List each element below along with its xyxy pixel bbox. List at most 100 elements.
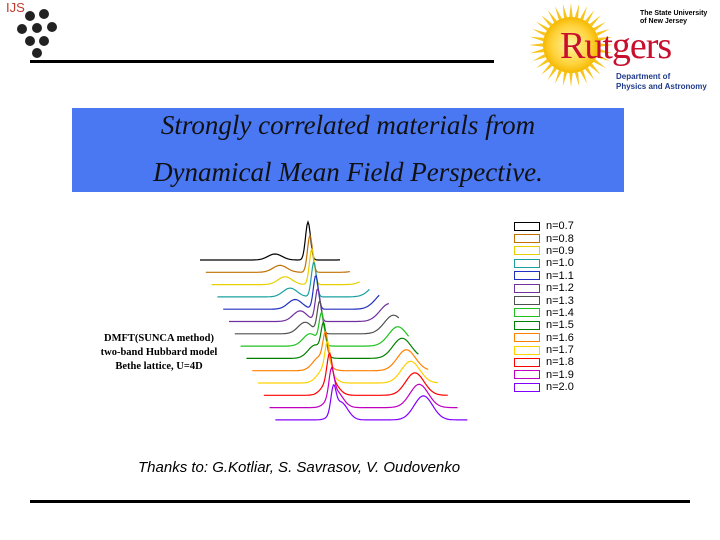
legend-item: n=1.7 (514, 344, 574, 356)
sun-ray (529, 48, 544, 54)
sun-ray (536, 21, 549, 31)
legend-item: n=1.6 (514, 332, 574, 344)
sun-ray (593, 21, 606, 31)
legend-swatch (514, 382, 540, 392)
legend-item: n=1.5 (514, 319, 574, 331)
legend-item: n=1.8 (514, 356, 574, 368)
sun-ray (574, 3, 580, 18)
sun-ray (547, 67, 557, 80)
sun-ray (569, 72, 573, 87)
spectral-curve (211, 247, 360, 286)
sun-ray (541, 63, 553, 75)
legend-item: n=1.4 (514, 307, 574, 319)
spectral-curve (200, 220, 340, 261)
legend-swatch (514, 345, 540, 355)
legend-swatch (514, 221, 540, 231)
legend-label: n=0.7 (546, 220, 574, 233)
legend-swatch (514, 333, 540, 343)
spectral-curve (205, 233, 350, 273)
legend-item: n=1.2 (514, 282, 574, 294)
spectral-curve (223, 274, 380, 310)
legend-label: n=1.5 (546, 319, 574, 332)
spectral-curve (263, 351, 448, 396)
rutgers-wordmark: Rutgers (560, 25, 672, 67)
model-note-line1: DMFT(SUNCA method) (104, 333, 214, 344)
sun-ray (529, 36, 544, 42)
legend-label: n=0.9 (546, 244, 574, 257)
rutgers-university-line: The State University of New Jersey (640, 10, 707, 25)
legend-swatch (514, 357, 540, 367)
sun-ray (589, 15, 601, 27)
spectral-curve (275, 384, 468, 421)
sun-ray (554, 6, 562, 20)
sun-ray (580, 70, 588, 84)
legend-label: n=1.4 (546, 306, 574, 319)
sun-ray (529, 43, 544, 47)
title-line-1: Strongly correlated materials from (160, 110, 536, 140)
legend-item: n=1.9 (514, 369, 574, 381)
sun-ray (574, 72, 580, 87)
legend-label: n=1.3 (546, 294, 574, 307)
title-banner: Strongly correlated materials from Dynam… (72, 108, 624, 192)
legend-swatch (514, 246, 540, 256)
sun-ray (598, 43, 613, 47)
sun-ray (598, 36, 613, 42)
spectral-function-waterfall (200, 220, 468, 421)
legend-swatch (514, 320, 540, 330)
sun-ray (562, 3, 568, 18)
legend-label: n=1.8 (546, 356, 574, 369)
model-note-line2: two-band Hubbard model (100, 347, 218, 358)
sun-ray (532, 28, 546, 36)
sun-ray (547, 10, 557, 23)
sun-ray (596, 28, 610, 36)
sun-ray (589, 63, 601, 75)
sun-ray (532, 54, 546, 62)
spectral-curve (252, 330, 429, 372)
legend-item: n=1.3 (514, 294, 574, 307)
sun-ray (569, 3, 573, 18)
legend-swatch (514, 308, 540, 318)
legend-item: n=0.7 (514, 220, 574, 232)
legend-label: n=2.0 (546, 381, 574, 394)
sun-ray (596, 54, 610, 62)
sun-ray (536, 59, 549, 69)
legend-label: n=1.1 (546, 269, 574, 282)
spectral-curve (246, 320, 419, 359)
acknowledgement: Thanks to: G.Kotliar, S. Savrasov, V. Ou… (138, 459, 461, 476)
rutgers-dept-line1: Department of (616, 72, 671, 81)
legend-swatch (514, 370, 540, 380)
legend-swatch (514, 234, 540, 244)
ijs-logo-icon (17, 9, 57, 58)
legend-label: n=1.0 (546, 257, 574, 270)
rutgers-university-line2: of New Jersey (640, 17, 688, 25)
spectral-curve (258, 340, 439, 384)
spectral-curve (217, 261, 370, 298)
rutgers-department: Department of Physics and Astronomy (616, 72, 707, 91)
legend-item: n=2.0 (514, 381, 574, 393)
rutgers-dept-line2: Physics and Astronomy (616, 81, 707, 91)
sun-ray (585, 67, 595, 80)
spectral-curve (234, 299, 400, 335)
ijs-logo-text: IJS (6, 0, 25, 15)
bottom-divider (30, 500, 690, 503)
legend-label: n=1.7 (546, 344, 574, 357)
sun-ray (562, 72, 568, 87)
legend-swatch (514, 258, 540, 268)
legend-label: n=1.6 (546, 331, 574, 344)
sun-ray (580, 6, 588, 20)
legend-swatch (514, 283, 540, 293)
legend-swatch (514, 271, 540, 281)
sun-ray (554, 70, 562, 84)
spectral-curve (269, 366, 458, 409)
spectral-curve (229, 287, 390, 323)
legend-label: n=1.9 (546, 368, 574, 381)
rutgers-university-line1: The State University (640, 10, 708, 17)
legend-item: n=0.9 (514, 245, 574, 257)
sun-ray (541, 15, 553, 27)
model-note-line3: Bethe lattice, U=4D (115, 361, 203, 372)
legend-item: n=1.1 (514, 270, 574, 282)
sun-ray (593, 59, 606, 69)
legend-item: n=0.8 (514, 232, 574, 245)
legend-label: n=0.8 (546, 232, 574, 245)
sun-ray (585, 10, 595, 23)
